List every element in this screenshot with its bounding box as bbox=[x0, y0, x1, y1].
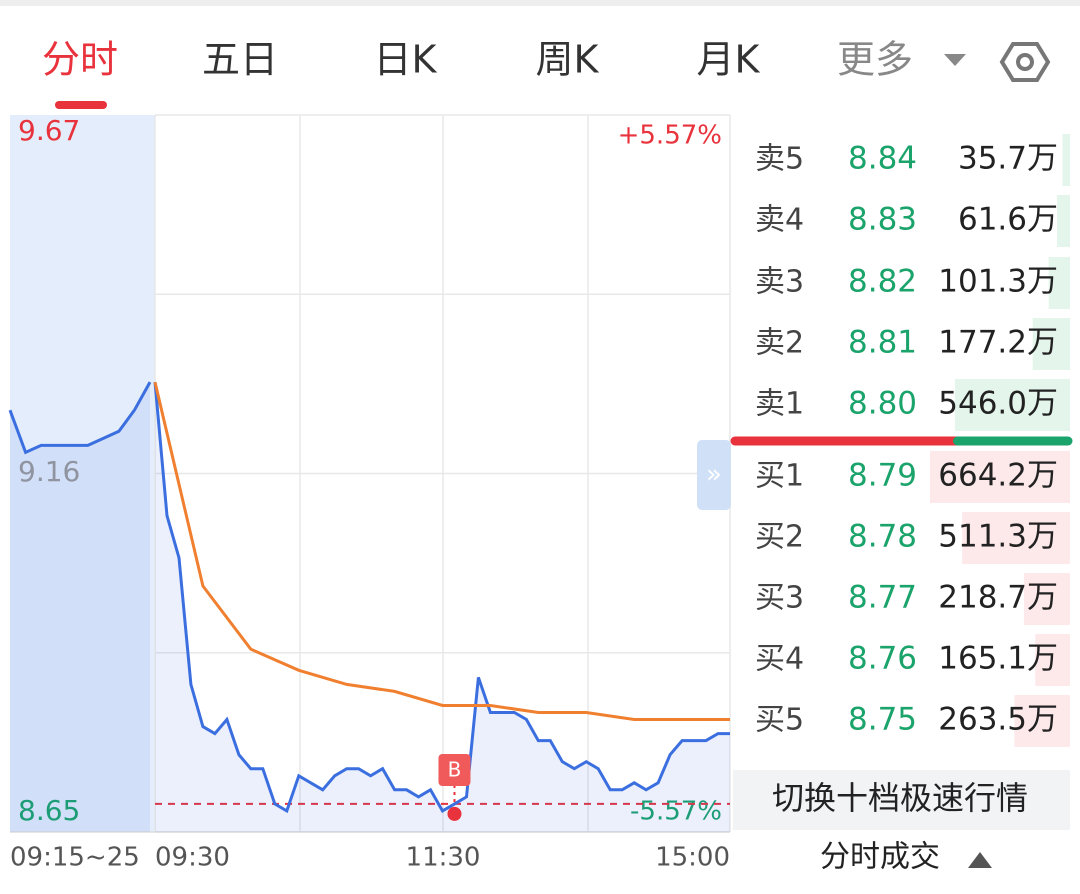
level-volume: 101.3万 bbox=[938, 264, 1058, 300]
tab[interactable]: 分时 bbox=[42, 38, 118, 82]
level-label: 买1 bbox=[755, 459, 804, 494]
level-label: 卖3 bbox=[755, 265, 804, 300]
tab[interactable]: 周K bbox=[536, 38, 600, 82]
level-volume: 511.3万 bbox=[938, 519, 1058, 555]
level-label: 卖5 bbox=[755, 142, 804, 177]
tab[interactable]: 更多 bbox=[837, 38, 913, 82]
volume-bar bbox=[1057, 195, 1070, 247]
level-volume: 177.2万 bbox=[938, 325, 1058, 361]
level-label: 买4 bbox=[755, 642, 804, 677]
expand-icon: » bbox=[706, 460, 722, 490]
tab[interactable]: 月K bbox=[697, 38, 761, 82]
level-label: 卖2 bbox=[755, 326, 804, 361]
top-strip bbox=[0, 0, 1080, 6]
tab[interactable]: 日K bbox=[374, 38, 438, 82]
level-volume: 263.5万 bbox=[938, 702, 1058, 738]
volume-bar bbox=[1062, 134, 1070, 186]
x-tick-label: 11:30 bbox=[406, 843, 481, 873]
expand-button[interactable] bbox=[697, 440, 731, 510]
volume-bar bbox=[962, 512, 1070, 564]
premarket-line-area bbox=[10, 382, 150, 832]
level-volume: 35.7万 bbox=[958, 141, 1058, 177]
toggle-bg[interactable] bbox=[733, 770, 1070, 830]
level-label: 买5 bbox=[755, 703, 804, 738]
tab-underline bbox=[55, 101, 107, 109]
x-tick-label: 15:00 bbox=[655, 843, 730, 873]
more-arrow[interactable] bbox=[944, 54, 966, 66]
premarket-line bbox=[8, 381, 152, 455]
level-price: 8.79 bbox=[848, 458, 917, 494]
toggle-button[interactable]: 切换十档极速行情 bbox=[772, 779, 1028, 817]
y-tick-label: 9.16 bbox=[18, 455, 80, 488]
pct-label: -5.57% bbox=[630, 797, 722, 827]
buy-marker-label: B bbox=[448, 758, 462, 782]
level-price: 8.78 bbox=[848, 519, 917, 555]
level-volume: 664.2万 bbox=[938, 458, 1058, 494]
level-volume: 165.1万 bbox=[938, 641, 1058, 677]
volume-bar bbox=[1023, 573, 1070, 625]
volume-bar bbox=[1035, 634, 1070, 686]
level-price: 8.80 bbox=[848, 386, 917, 422]
level-price: 8.75 bbox=[848, 702, 917, 738]
volume-bar bbox=[930, 451, 1070, 503]
price-line bbox=[153, 381, 730, 814]
price-line-area bbox=[155, 382, 730, 832]
level-price: 8.81 bbox=[848, 325, 917, 361]
volume-bar bbox=[1048, 257, 1070, 309]
buy-marker-dot bbox=[447, 806, 462, 821]
x-tick-label: 09:30 bbox=[155, 843, 230, 873]
trades-arrow bbox=[968, 852, 992, 868]
level-label: 买2 bbox=[755, 520, 804, 555]
buy-marker-box[interactable] bbox=[438, 754, 471, 786]
average-line bbox=[153, 381, 730, 721]
level-price: 8.77 bbox=[848, 580, 917, 616]
level-volume: 546.0万 bbox=[938, 386, 1058, 422]
level-price: 8.84 bbox=[848, 141, 917, 177]
volume-bar bbox=[954, 379, 1070, 431]
volume-bar bbox=[1014, 695, 1070, 747]
y-tick-label: 9.67 bbox=[18, 114, 80, 147]
tab[interactable]: 五日 bbox=[202, 38, 278, 82]
level-price: 8.82 bbox=[848, 264, 917, 300]
x-tick-label: 09:15~25 bbox=[10, 843, 140, 873]
level-label: 卖4 bbox=[755, 203, 804, 238]
level-label: 买3 bbox=[755, 581, 804, 616]
pct-label: +5.57% bbox=[618, 121, 722, 151]
y-tick-label: 8.65 bbox=[18, 794, 80, 827]
level-price: 8.83 bbox=[848, 202, 917, 238]
volume-bar bbox=[1032, 318, 1070, 370]
level-volume: 218.7万 bbox=[938, 580, 1058, 616]
premarket-shade bbox=[10, 115, 155, 832]
settings-icon[interactable] bbox=[999, 42, 1051, 82]
level-label: 卖1 bbox=[755, 387, 804, 422]
level-volume: 61.6万 bbox=[958, 202, 1058, 238]
level-price: 8.76 bbox=[848, 641, 917, 677]
trades-button[interactable]: 分时成交 bbox=[820, 840, 940, 875]
